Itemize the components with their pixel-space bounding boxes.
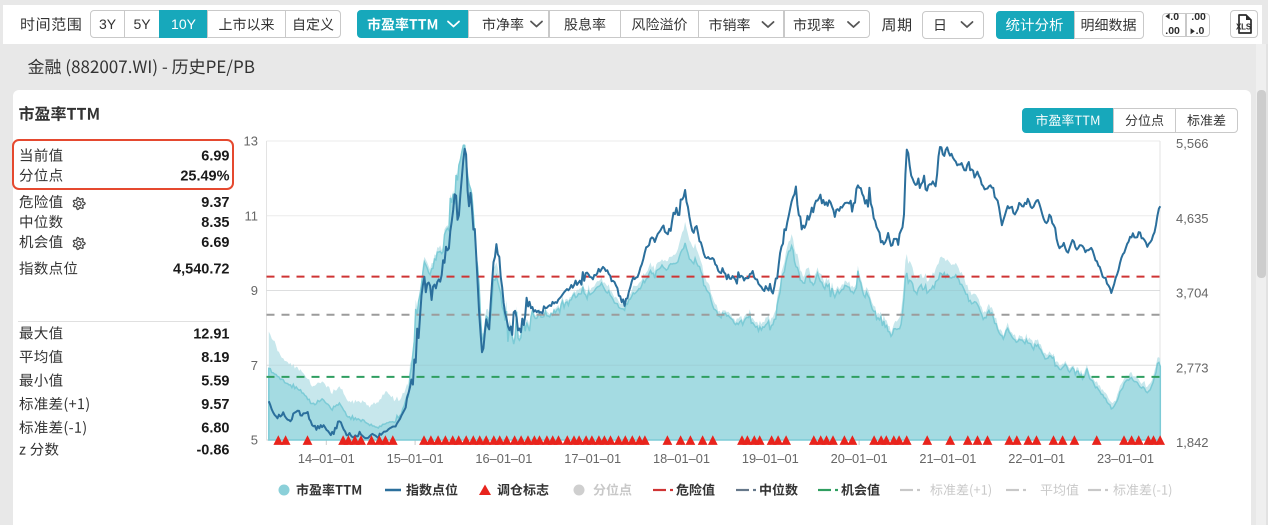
svg-text:3Y: 3Y [99,16,117,32]
svg-text:6.69: 6.69 [201,235,229,251]
svg-text:23–01–01: 23–01–01 [1097,451,1154,466]
svg-text:11: 11 [245,208,259,223]
svg-text:25.49%: 25.49% [180,169,229,185]
svg-text:9: 9 [251,283,258,298]
svg-text:22–01–01: 22–01–01 [1008,451,1065,466]
svg-text:5Y: 5Y [133,16,151,32]
svg-text:21–01–01: 21–01–01 [919,451,976,466]
svg-text:16–01–01: 16–01–01 [475,451,532,466]
svg-text:6.80: 6.80 [201,421,229,437]
svg-text:.00: .00 [1191,11,1206,23]
svg-text:4,540.72: 4,540.72 [173,262,229,278]
svg-text:-0.86: -0.86 [196,443,229,459]
svg-text:17–01–01: 17–01–01 [564,451,621,466]
svg-text:13: 13 [244,134,258,149]
svg-text:5,566: 5,566 [1176,136,1209,151]
svg-text:20–01–01: 20–01–01 [831,451,888,466]
svg-text:.00: .00 [1165,25,1180,37]
svg-text:15–01–01: 15–01–01 [387,451,444,466]
svg-text:.0: .0 [1170,11,1179,23]
svg-text:3,704: 3,704 [1176,286,1209,301]
svg-text:9.37: 9.37 [201,195,229,211]
svg-text:1,842: 1,842 [1176,435,1209,450]
svg-text:2,773: 2,773 [1176,360,1209,375]
svg-text:XLS: XLS [1236,23,1252,32]
svg-text:18–01–01: 18–01–01 [653,451,710,466]
svg-text:8.19: 8.19 [201,350,229,366]
svg-text:5: 5 [251,433,258,448]
svg-text:5.59: 5.59 [201,374,229,390]
svg-text:6.99: 6.99 [201,149,229,165]
svg-text:10Y: 10Y [171,16,197,32]
svg-text:12.91: 12.91 [193,326,229,342]
svg-text:7: 7 [251,358,258,373]
svg-text:4,635: 4,635 [1176,211,1209,226]
svg-text:.0: .0 [1196,25,1205,37]
svg-text:19–01–01: 19–01–01 [742,451,799,466]
svg-text:9.57: 9.57 [201,397,229,413]
svg-text:8.35: 8.35 [201,215,229,231]
svg-text:14–01–01: 14–01–01 [298,451,355,466]
